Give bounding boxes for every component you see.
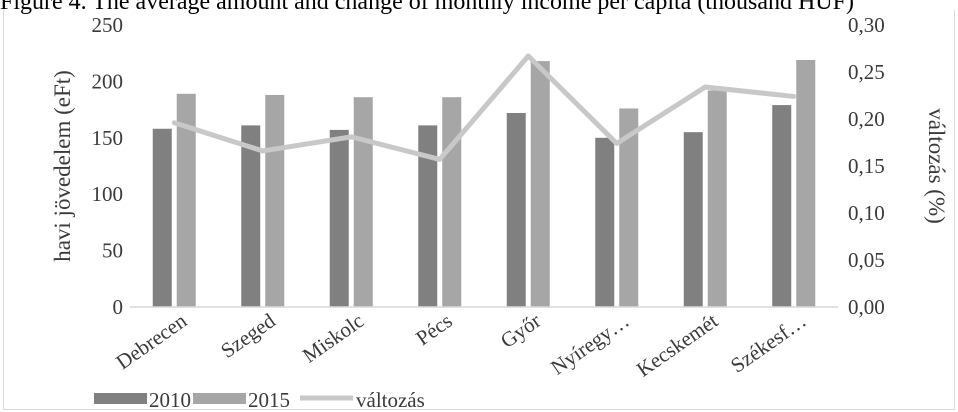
bar-2015 xyxy=(176,93,196,307)
bar-2010 xyxy=(683,132,703,307)
legend-label-2010: 2010 xyxy=(149,388,191,410)
y2-tick-label: 0,00 xyxy=(848,295,885,319)
y2-tick-label: 0,10 xyxy=(848,201,885,225)
x-tick-label: Szeged xyxy=(216,308,280,363)
bar-2015 xyxy=(530,61,550,307)
y-tick-label: 0 xyxy=(113,295,124,319)
y-tick-label: 50 xyxy=(102,239,123,263)
y2-axis-title: változás (%) xyxy=(924,108,949,224)
bars-layer xyxy=(152,59,816,307)
y-tick-label: 250 xyxy=(92,13,124,37)
y2-tick-label: 0,30 xyxy=(848,13,885,37)
y2-tick-label: 0,20 xyxy=(848,107,885,131)
bar-2010 xyxy=(152,128,172,307)
figure-caption: Figure 4. The average amount and change … xyxy=(0,0,854,15)
y-tick-label: 100 xyxy=(92,182,124,206)
income-chart: 0 50 100 150 200 250 0,00 0,05 0,10 0,15 0,20 0,25 0… xyxy=(50,13,949,410)
y2-tick-label: 0,05 xyxy=(848,248,885,272)
y-axis-title: havi jövedelem (eFt) xyxy=(50,70,75,262)
bar-2010 xyxy=(241,125,261,307)
bar-2015 xyxy=(796,59,816,307)
x-tick-label: Miskolc xyxy=(298,308,368,367)
bar-2010 xyxy=(418,125,438,307)
y2-tick-label: 0,15 xyxy=(848,154,885,178)
bar-2015 xyxy=(265,94,285,307)
x-tick-label: Debrecen xyxy=(111,308,191,374)
bar-2010 xyxy=(506,112,526,307)
x-tick-label: Kecskemét xyxy=(632,308,722,381)
x-tick-label: Győr xyxy=(496,308,545,352)
bar-2015 xyxy=(707,90,727,307)
bar-2010 xyxy=(329,129,349,307)
legend-label-2015: 2015 xyxy=(248,388,290,410)
legend-swatch-2010 xyxy=(94,393,147,404)
x-tick-label: Székesf… xyxy=(726,308,810,377)
chart-frame: 0 50 100 150 200 250 0,00 0,05 0,10 0,15 0,20 0,25 0… xyxy=(3,10,955,410)
line-layer xyxy=(171,53,797,162)
y-tick-label: 200 xyxy=(92,69,124,93)
legend-label-változás: változás xyxy=(356,388,425,410)
y-tick-label: 150 xyxy=(92,126,124,150)
bar-2015 xyxy=(442,97,462,307)
legend-swatch-2015 xyxy=(193,393,246,404)
bar-2015 xyxy=(353,97,373,307)
legend: 2010 2015 változás xyxy=(94,388,425,410)
x-tick-label: Pécs xyxy=(411,308,456,350)
bar-2010 xyxy=(595,137,615,307)
bar-2015 xyxy=(619,108,639,307)
y2-tick-label: 0,25 xyxy=(848,60,885,84)
line-változás xyxy=(171,53,797,162)
bar-2010 xyxy=(772,105,792,307)
x-tick-label: Nyíregy… xyxy=(546,308,633,379)
